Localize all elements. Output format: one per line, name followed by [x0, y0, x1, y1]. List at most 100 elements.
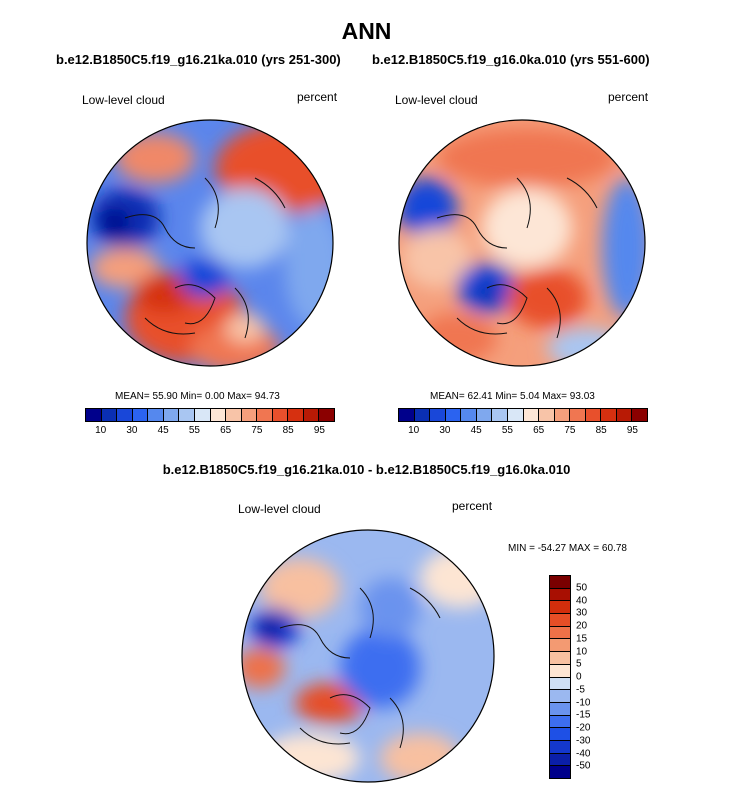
- colorbar-swatch: [507, 409, 524, 421]
- colorbar-swatch: [550, 740, 570, 754]
- colorbar-tick-label: 10: [408, 425, 420, 436]
- colorbar-tick-label: 30: [576, 607, 588, 619]
- colorbar-swatch: [550, 588, 570, 602]
- colorbar-swatch: [86, 409, 102, 421]
- colorbar-swatch: [523, 409, 540, 421]
- colorbar-swatch: [550, 715, 570, 729]
- left-stats: MEAN= 55.90 Min= 0.00 Max= 94.73: [115, 391, 280, 402]
- colorbar-swatch: [132, 409, 149, 421]
- colorbar-tick-label: 5: [576, 658, 582, 670]
- colorbar-swatch: [148, 409, 164, 421]
- colorbar-swatch: [601, 409, 617, 421]
- right-variable-label: Low-level cloud: [395, 93, 478, 107]
- right-polar-map: [398, 119, 646, 367]
- colorbar-swatch: [414, 409, 431, 421]
- colorbar-tick-label: -50: [576, 760, 591, 772]
- colorbar-swatch: [550, 702, 570, 716]
- colorbar-swatch: [550, 664, 570, 678]
- colorbar-swatch: [550, 576, 570, 589]
- colorbar-swatch: [550, 766, 570, 778]
- colorbar-swatch: [632, 409, 647, 421]
- colorbar-tick-label: -5: [576, 684, 585, 696]
- colorbar-tick-label: -10: [576, 697, 591, 708]
- colorbar-swatch: [476, 409, 493, 421]
- colorbar-tick-label: 75: [251, 425, 263, 436]
- colorbar-swatch: [550, 626, 570, 640]
- colorbar-tick-label: 45: [157, 425, 169, 436]
- colorbar-swatch: [550, 728, 570, 741]
- colorbar-tick-label: -30: [576, 735, 591, 747]
- colorbar-swatch: [539, 409, 555, 421]
- colorbar-swatch: [550, 652, 570, 665]
- left-colorbar-labels: 10 30 45 55 65 75 85 95: [85, 425, 335, 439]
- right-colorbar: [398, 408, 648, 422]
- colorbar-swatch: [210, 409, 227, 421]
- colorbar-tick-label: 55: [501, 425, 513, 436]
- colorbar-tick-label: 0: [576, 671, 582, 683]
- colorbar-swatch: [272, 409, 289, 421]
- colorbar-tick-label: 10: [95, 425, 107, 436]
- colorbar-swatch: [430, 409, 446, 421]
- diff-colorbar: [549, 575, 571, 779]
- right-colorbar-labels: 10 30 45 55 65 75 85 95: [398, 425, 648, 439]
- colorbar-tick-label: 30: [439, 425, 451, 436]
- diff-polar-map: [241, 529, 495, 783]
- left-polar-map: [86, 119, 334, 367]
- colorbar-swatch: [179, 409, 195, 421]
- right-units-label: percent: [608, 90, 649, 104]
- right-stats: MEAN= 62.41 Min= 5.04 Max= 93.03: [430, 391, 595, 402]
- colorbar-swatch: [241, 409, 258, 421]
- colorbar-tick-label: 75: [564, 425, 576, 436]
- colorbar-swatch: [461, 409, 477, 421]
- colorbar-tick-label: 95: [313, 425, 325, 436]
- colorbar-swatch: [585, 409, 602, 421]
- colorbar-tick-label: 20: [576, 620, 588, 632]
- colorbar-swatch: [445, 409, 462, 421]
- colorbar-tick-label: 10: [576, 646, 588, 657]
- figure-title: ANN: [341, 18, 392, 44]
- colorbar-swatch: [550, 601, 570, 615]
- colorbar-tick-label: 15: [576, 633, 588, 645]
- right-panel-title: b.e12.B1850C5.f19_g16.0ka.010 (yrs 551-6…: [372, 52, 650, 67]
- colorbar-swatch: [550, 614, 570, 627]
- diff-variable-label: Low-level cloud: [238, 502, 321, 516]
- colorbar-tick-label: 85: [282, 425, 294, 436]
- colorbar-swatch: [399, 409, 415, 421]
- colorbar-swatch: [492, 409, 508, 421]
- colorbar-tick-label: -20: [576, 722, 591, 734]
- colorbar-tick-label: -40: [576, 748, 591, 759]
- colorbar-swatch: [550, 639, 570, 653]
- diff-colorbar-labels: 50 40 30 20 15 10 5 0 -5 -10 -15 -20 -30 -40 -50: [576, 575, 606, 779]
- colorbar-swatch: [319, 409, 334, 421]
- colorbar-tick-label: 65: [533, 425, 545, 436]
- colorbar-swatch: [570, 409, 586, 421]
- left-units-label: percent: [297, 90, 338, 104]
- colorbar-tick-label: 85: [595, 425, 607, 436]
- colorbar-swatch: [288, 409, 304, 421]
- colorbar-tick-label: -15: [576, 709, 591, 721]
- colorbar-swatch: [303, 409, 320, 421]
- diff-units-label: percent: [452, 499, 493, 513]
- colorbar-swatch: [194, 409, 211, 421]
- left-variable-label: Low-level cloud: [82, 93, 165, 107]
- colorbar-tick-label: 30: [126, 425, 138, 436]
- colorbar-swatch: [550, 690, 570, 703]
- diff-panel-title: b.e12.B1850C5.f19_g16.21ka.010 - b.e12.B…: [162, 462, 571, 477]
- colorbar-swatch: [257, 409, 273, 421]
- left-panel-title: b.e12.B1850C5.f19_g16.21ka.010 (yrs 251-…: [56, 52, 341, 67]
- left-colorbar: [85, 408, 335, 422]
- colorbar-swatch: [554, 409, 571, 421]
- colorbar-tick-label: 55: [188, 425, 200, 436]
- colorbar-swatch: [226, 409, 242, 421]
- colorbar-swatch: [117, 409, 133, 421]
- colorbar-tick-label: 65: [220, 425, 232, 436]
- colorbar-tick-label: 45: [470, 425, 482, 436]
- colorbar-tick-label: 95: [626, 425, 638, 436]
- colorbar-swatch: [550, 753, 570, 767]
- colorbar-swatch: [163, 409, 180, 421]
- colorbar-tick-label: 40: [576, 595, 588, 606]
- colorbar-swatch: [616, 409, 633, 421]
- colorbar-swatch: [550, 677, 570, 691]
- colorbar-swatch: [101, 409, 118, 421]
- diff-stats: MIN = -54.27 MAX = 60.78: [508, 543, 627, 554]
